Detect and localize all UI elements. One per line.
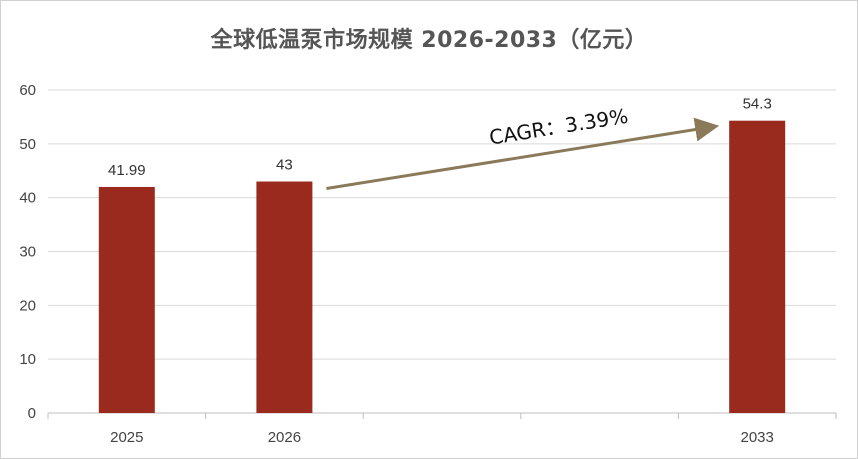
y-tick-label: 40 — [19, 190, 36, 207]
cagr-arrow — [326, 117, 720, 190]
data-label-2033: 54.3 — [743, 96, 772, 113]
chart-title: 全球低温泵市场规模 2026-2033（亿元） — [210, 28, 648, 53]
x-tick-label-2033: 2033 — [741, 429, 774, 446]
y-tick-label: 50 — [19, 136, 36, 153]
data-label-2025: 41.99 — [108, 162, 146, 179]
y-tick-label: 30 — [19, 244, 36, 261]
x-tick-label-2025: 2025 — [110, 429, 143, 446]
bar-2033 — [729, 120, 786, 413]
bar-2026 — [256, 181, 313, 413]
y-tick-label: 60 — [19, 82, 36, 99]
y-tick-label: 10 — [19, 351, 36, 368]
x-tick-label-2026: 2026 — [268, 429, 301, 446]
y-tick-label: 0 — [28, 405, 36, 422]
bar-2025 — [98, 186, 155, 413]
data-label-2026: 43 — [276, 157, 293, 174]
y-tick-label: 20 — [19, 297, 36, 314]
